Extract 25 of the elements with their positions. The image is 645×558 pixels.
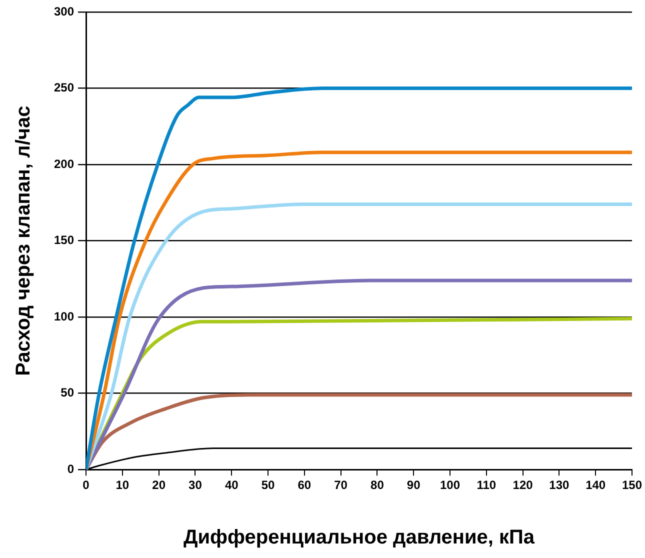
x-tick-label: 120 [512, 478, 534, 492]
x-axis-title: Дифференциальное давление, кПа [183, 526, 536, 549]
x-tick-label: 150 [622, 478, 642, 492]
x-tick-label: 100 [440, 478, 460, 492]
x-tick-label: 30 [188, 478, 202, 492]
x-tick-label: 60 [298, 478, 312, 492]
y-axis-title: Расход через клапан, л/час [12, 106, 35, 376]
x-tick-label: 40 [224, 478, 239, 492]
y-tick-label: 150 [54, 233, 74, 248]
x-tick-label: 70 [334, 478, 348, 492]
x-tick-label: 130 [549, 478, 570, 492]
y-tick-label: 250 [54, 80, 74, 95]
x-tick-label: 20 [152, 478, 166, 492]
y-tick-label: 300 [54, 4, 74, 18]
x-tick-label: 140 [586, 478, 606, 492]
x-tick-label: 110 [476, 478, 496, 492]
y-tick-label: 50 [60, 386, 74, 400]
x-tick-label: 50 [261, 478, 276, 492]
x-tick-label: 0 [82, 478, 90, 492]
x-tick-label: 10 [116, 478, 130, 492]
y-tick-label: 100 [54, 309, 74, 324]
x-tick-label: 80 [370, 478, 384, 492]
y-tick-label: 200 [54, 156, 74, 171]
y-tick-label: 0 [67, 462, 74, 476]
x-tick-label: 90 [406, 478, 421, 492]
